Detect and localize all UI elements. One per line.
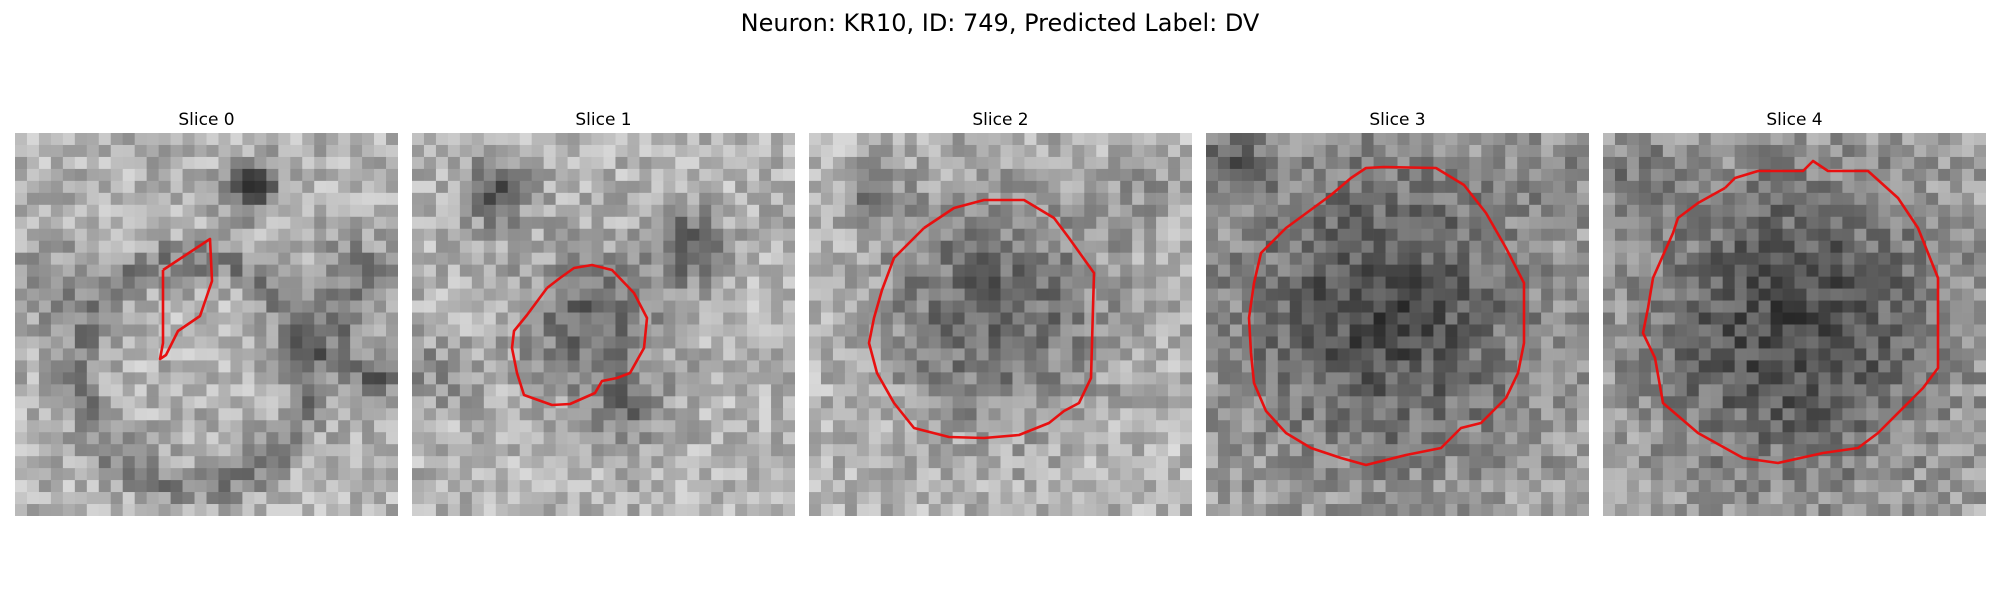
slice-panel-1: Slice 1: [412, 108, 795, 516]
slice-pixel-grid-2: [809, 133, 1192, 516]
slice-image-4: [1603, 133, 1986, 516]
roi-contour-0: [158, 237, 214, 361]
slice-panel-3: Slice 3: [1206, 108, 1589, 516]
slice-image-3: [1206, 133, 1589, 516]
slice-title-3: Slice 3: [1369, 110, 1426, 130]
slice-title-1: Slice 1: [575, 110, 632, 130]
slice-pixel-grid-0: [15, 133, 398, 516]
roi-contour-1: [510, 263, 649, 407]
slice-pixel-grid-1: [412, 133, 795, 516]
slice-image-2: [809, 133, 1192, 516]
slice-image-1: [412, 133, 795, 516]
slice-panel-0: Slice 0: [15, 108, 398, 516]
roi-contour-3: [1247, 165, 1526, 467]
slice-image-0: [15, 133, 398, 516]
slice-pixel-grid-4: [1603, 133, 1986, 516]
slice-title-0: Slice 0: [178, 110, 235, 130]
slice-title-4: Slice 4: [1766, 110, 1823, 130]
slice-panel-4: Slice 4: [1603, 108, 1986, 516]
slice-title-2: Slice 2: [972, 110, 1029, 130]
roi-contour-2: [867, 198, 1096, 440]
roi-contour-4: [1641, 159, 1940, 465]
slice-pixel-grid-3: [1206, 133, 1589, 516]
figure-title: Neuron: KR10, ID: 749, Predicted Label: …: [740, 9, 1260, 37]
slice-panel-2: Slice 2: [809, 108, 1192, 516]
